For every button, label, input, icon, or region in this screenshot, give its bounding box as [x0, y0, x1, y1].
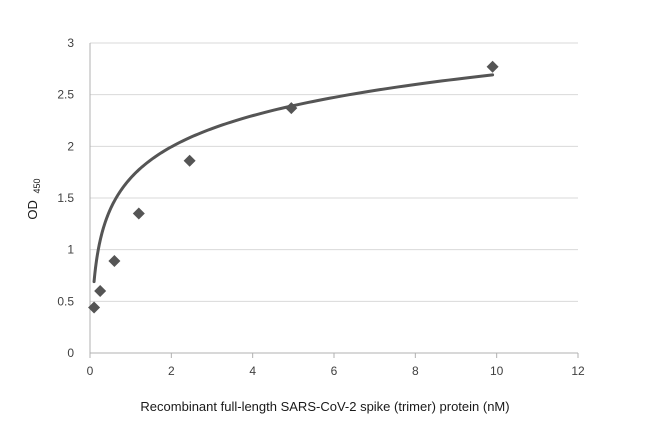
y-tick-label-3: 1.5 [57, 191, 74, 205]
gridlines [90, 42, 578, 302]
trendline-group [92, 73, 495, 284]
y-tick-label-0: 0 [67, 346, 74, 360]
data-point-0-5 [285, 102, 298, 115]
x-tick-label-1: 2 [168, 364, 175, 378]
x-tick-label-5: 10 [490, 364, 504, 378]
data-point-0-3 [132, 207, 145, 220]
data-point-0-2 [108, 255, 121, 268]
y-tick-label-2: 1 [67, 243, 74, 257]
x-tick-label-2: 4 [249, 364, 256, 378]
x-axis-title: Recombinant full-length SARS-CoV-2 spike… [140, 399, 509, 414]
data-point-0-6 [486, 60, 499, 73]
data-point-0-1 [94, 285, 107, 297]
y-axis-title-main: OD [25, 200, 40, 220]
x-tick-label-3: 6 [331, 364, 338, 378]
y-tick-label-1: 0.5 [57, 294, 74, 308]
y-tick-label-4: 2 [67, 139, 74, 153]
data-points [88, 60, 499, 314]
x-axis-ticks: 0 2 4 6 8 10 12 [87, 353, 585, 378]
y-axis-title: OD 450 [25, 178, 42, 219]
x-tick-label-6: 12 [571, 364, 585, 378]
data-point-0-0 [88, 301, 101, 314]
log-trendline [92, 73, 495, 284]
y-tick-label-6: 3 [67, 36, 74, 50]
y-axis-ticks: 0 0.5 1 1.5 2 2.5 3 [57, 36, 74, 360]
data-point-0-4 [183, 154, 196, 167]
x-tick-label-0: 0 [87, 364, 94, 378]
x-tick-label-4: 8 [412, 364, 419, 378]
y-axis-title-subscript: 450 [32, 178, 42, 193]
y-tick-label-5: 2.5 [57, 88, 74, 102]
